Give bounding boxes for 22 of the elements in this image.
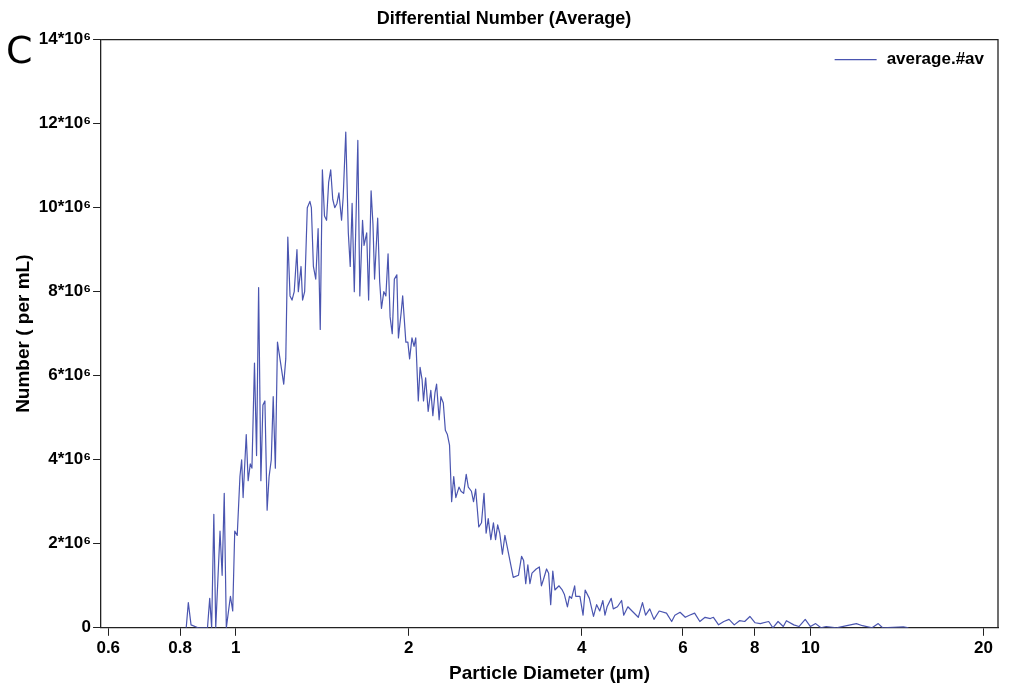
y-tick-label: 8*10⁶	[48, 281, 92, 301]
y-tick-label: 14*10⁶	[38, 29, 92, 49]
x-tick-label: 1	[231, 637, 241, 657]
text: C	[6, 28, 33, 72]
x-tick-label: 0.6	[96, 637, 121, 657]
y-tick-label: 4*10⁶	[48, 449, 92, 469]
y-tick-label: 6*10⁶	[48, 365, 92, 385]
x-tick-label: 8	[750, 637, 760, 657]
legend-label: average.#av	[886, 49, 985, 69]
x-tick-label: 2	[404, 637, 414, 657]
y-axis-title: Number ( per mL)	[11, 254, 33, 413]
y-tick-label: 0	[81, 617, 92, 637]
x-tick-label: 4	[577, 637, 588, 657]
x-axis-title: Particle Diameter (µm)	[449, 661, 651, 683]
y-tick-label: 12*10⁶	[38, 113, 92, 133]
x-tick-label: 0.8	[168, 637, 192, 657]
y-tick-label: 10*10⁶	[38, 197, 92, 217]
x-tick-label: 20	[974, 637, 993, 657]
chart-title: Differential Number (Average)	[376, 7, 632, 28]
x-tick-label: 10	[800, 637, 820, 657]
y-tick-label: 2*10⁶	[48, 533, 92, 553]
x-tick-label: 6	[678, 637, 688, 657]
